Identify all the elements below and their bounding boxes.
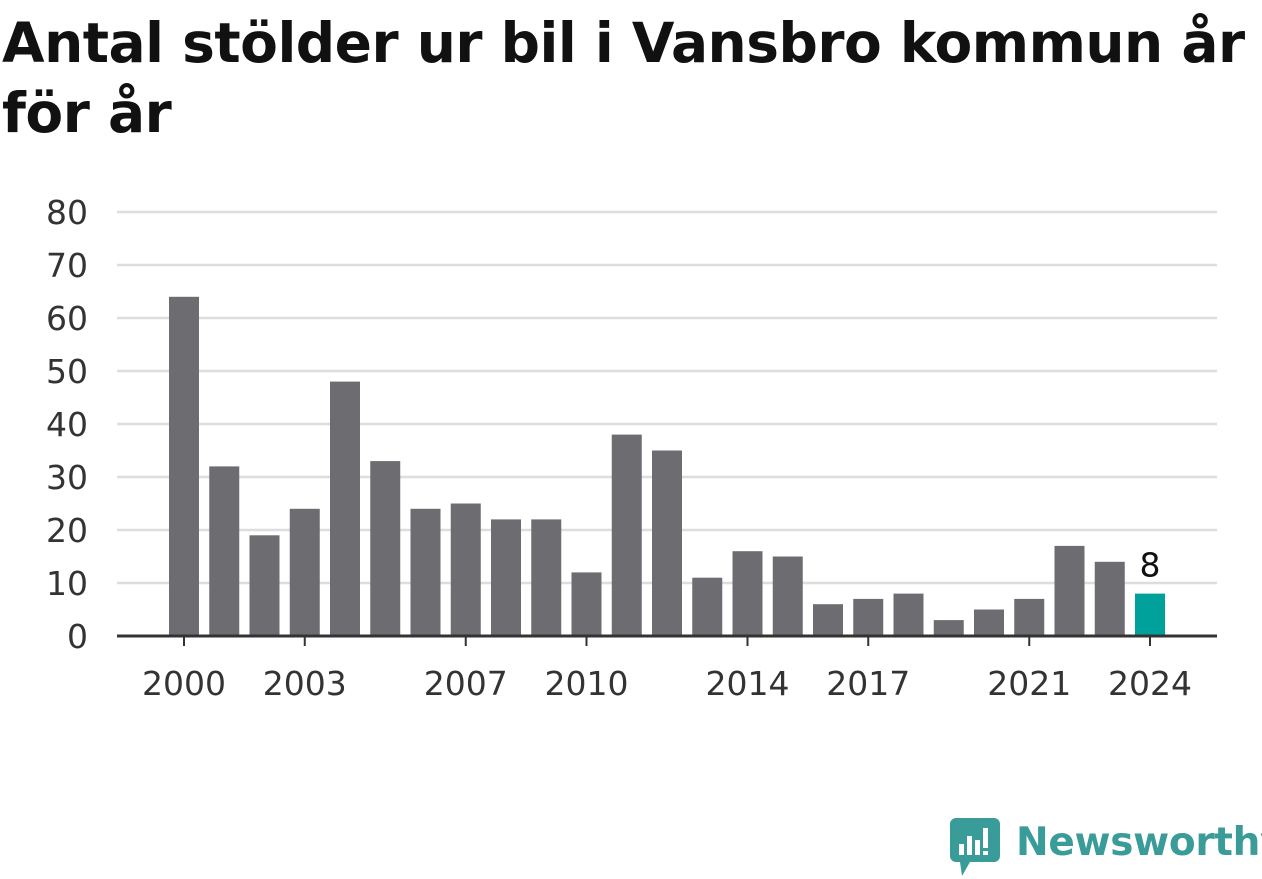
bar-2024: [1135, 593, 1165, 636]
bar-2017: [853, 598, 884, 636]
bar-2016: [813, 604, 843, 636]
bar-chart-speech-bubble-icon: [950, 818, 1000, 876]
bar-2011: [611, 434, 642, 636]
newsworthy-brand: Newsworthy: [950, 816, 1262, 878]
bar-2012: [652, 450, 682, 636]
bar-2003: [289, 508, 320, 636]
bar-2022: [1054, 545, 1085, 636]
data-label-2024: 8: [1140, 546, 1161, 585]
bar-2015: [772, 556, 803, 636]
y-tick-label: 0: [67, 617, 88, 656]
bars: [169, 296, 1165, 636]
x-tick-label: 2010: [545, 664, 629, 703]
data-labels: 8: [1140, 546, 1161, 585]
x-tick-label: 2007: [424, 664, 508, 703]
bar-2009: [531, 519, 562, 636]
bar-2013: [692, 577, 723, 636]
chart-title: Antal stölder ur bil i Vansbro kommun år…: [2, 11, 1245, 145]
bar-2006: [410, 508, 441, 636]
y-tick-label: 20: [46, 511, 88, 550]
bar-2021: [1014, 598, 1045, 636]
y-tick-label: 40: [46, 405, 88, 444]
y-tick-label: 70: [46, 246, 88, 285]
bar-2018: [893, 593, 924, 636]
bar-2014: [732, 551, 763, 636]
y-tick-label: 10: [46, 564, 88, 603]
bar-2002: [249, 535, 280, 636]
bar-2019: [933, 620, 964, 636]
x-tick-label: 2024: [1108, 664, 1192, 703]
bar-2008: [491, 519, 521, 636]
bar-2007: [450, 503, 481, 636]
x-tick-label: 2000: [142, 664, 226, 703]
x-tick-label: 2003: [263, 664, 347, 703]
bar-2020: [974, 609, 1004, 636]
bar-2004: [330, 381, 360, 636]
bar-2023: [1094, 561, 1125, 636]
bar-2000: [169, 296, 199, 636]
bar-2005: [370, 461, 401, 636]
bar-2001: [209, 466, 240, 636]
y-tick-label: 30: [46, 458, 88, 497]
y-tick-label: 80: [46, 193, 88, 232]
y-tick-label: 50: [46, 352, 88, 391]
x-axis-ticks: [183, 636, 1151, 646]
x-tick-label: 2021: [987, 664, 1071, 703]
bar-2010: [571, 572, 602, 636]
brand-name: Newsworthy: [1016, 819, 1262, 865]
x-tick-label: 2014: [706, 664, 790, 703]
y-tick-label: 60: [46, 299, 88, 338]
x-axis-tick-labels: 2000 2003 2007 2010 2014 2017 2021 2024: [142, 664, 1192, 703]
x-tick-label: 2017: [826, 664, 910, 703]
y-axis-tick-labels: 0 10 20 30 40 50 60 70 80: [46, 193, 88, 656]
